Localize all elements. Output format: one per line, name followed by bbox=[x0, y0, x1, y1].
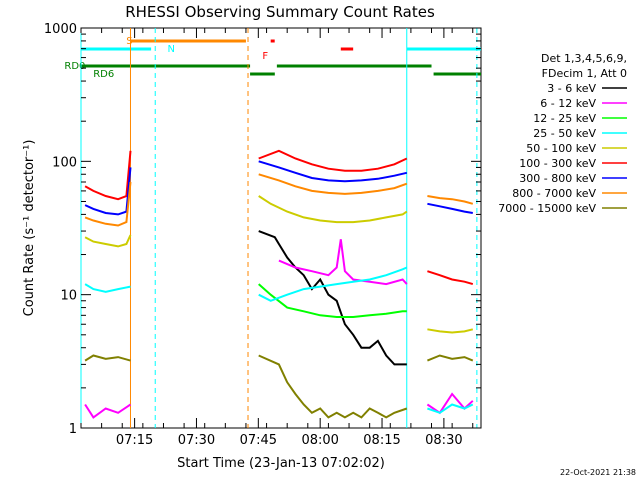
y-tick-label: 100 bbox=[52, 155, 77, 170]
x-axis-label: Start Time (23-Jan-13 07:02:02) bbox=[177, 456, 385, 471]
series-line-3 bbox=[84, 266, 474, 414]
legend-label: 800 - 7000 keV bbox=[512, 187, 596, 200]
series-line-8 bbox=[84, 354, 474, 419]
legend-label: 3 - 6 keV bbox=[547, 82, 596, 95]
y-tick-label: 10 bbox=[60, 289, 77, 304]
legend-header-detectors: Det 1,3,4,5,6,9, bbox=[541, 52, 627, 65]
y-tick-label: 1000 bbox=[44, 22, 77, 37]
x-tick-label: 07:30 bbox=[178, 433, 215, 448]
legend-label: 300 - 800 keV bbox=[519, 172, 596, 185]
legend-label: 12 - 25 keV bbox=[533, 112, 596, 125]
x-tick-label: 08:15 bbox=[363, 433, 400, 448]
x-tick-label: 07:45 bbox=[240, 433, 277, 448]
series-line-1 bbox=[84, 239, 474, 419]
vertical-markers bbox=[80, 28, 478, 428]
legend-label: 6 - 12 keV bbox=[540, 97, 596, 110]
series-line-0 bbox=[258, 230, 407, 366]
legend-label: 50 - 100 keV bbox=[526, 142, 596, 155]
flag-label-rd6: RD6 bbox=[93, 69, 114, 80]
x-tick-label: 07:15 bbox=[116, 433, 153, 448]
chart-title: RHESSI Observing Summary Count Rates bbox=[125, 3, 435, 21]
series-lines bbox=[84, 149, 474, 419]
legend-label: 100 - 300 keV bbox=[519, 157, 596, 170]
flag-label-s: S bbox=[126, 36, 132, 47]
series-line-4 bbox=[84, 195, 474, 334]
axes: 1 10 100 1000 07:15 07:30 07:45 08:00 08:15 08:30 bbox=[44, 22, 481, 448]
series-line-2 bbox=[258, 283, 407, 318]
y-tick-label: 1 bbox=[69, 422, 77, 437]
x-tick-label: 08:30 bbox=[425, 433, 462, 448]
legend: Det 1,3,4,5,6,9, FDecim 1, Att 0 3 - 6 k… bbox=[498, 52, 627, 215]
legend-label: 25 - 50 keV bbox=[533, 127, 596, 140]
x-tick-label: 08:00 bbox=[301, 433, 338, 448]
legend-header-decimation: FDecim 1, Att 0 bbox=[542, 67, 627, 80]
flag-bars: S N F RD0 RD6 bbox=[64, 36, 481, 80]
flag-label-f: F bbox=[262, 51, 268, 62]
series-line-5 bbox=[84, 149, 474, 286]
flag-label-rd0: RD0 bbox=[64, 61, 85, 72]
flag-label-n: N bbox=[167, 44, 174, 55]
timestamp-footer: 22-Oct-2021 21:38 bbox=[560, 468, 636, 477]
legend-label: 7000 - 15000 keV bbox=[498, 202, 596, 215]
series-line-7 bbox=[84, 173, 474, 227]
y-axis-label: Count Rate (s⁻¹ detector⁻¹) bbox=[22, 140, 37, 317]
series-line-6 bbox=[84, 160, 473, 216]
